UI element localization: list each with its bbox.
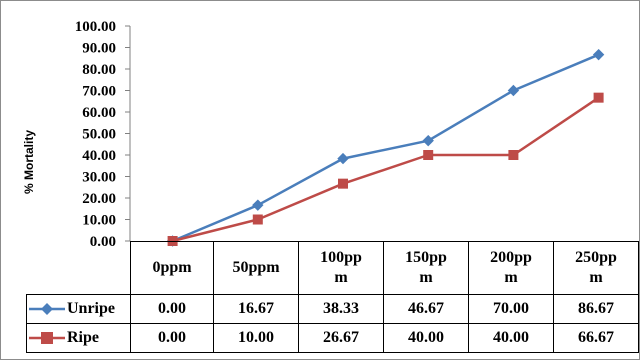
category-label: 250pp m: [553, 241, 639, 295]
data-value-cell: 86.67: [553, 294, 639, 324]
data-value-cell: 38.33: [298, 294, 384, 324]
data-value-cell: 66.67: [553, 323, 639, 353]
data-point-unripe: [592, 48, 605, 61]
data-point-unripe: [507, 84, 520, 97]
table-row-ripe: Ripe 0.00 10.00 26.67 40.00 40.00 66.67: [26, 323, 639, 353]
data-value-cell: 26.67: [298, 323, 384, 353]
y-tick-label: 10.00: [82, 213, 116, 229]
legend-entry-unripe: Unripe: [26, 294, 131, 324]
data-value-cell: 16.67: [213, 294, 299, 324]
category-label: 150pp m: [383, 241, 469, 295]
y-tick-label: 30.00: [82, 170, 116, 186]
legend-key-ripe: [29, 332, 65, 345]
table-header-row: 0ppm 50ppm 100pp m 150pp m 200pp m 250pp m: [26, 241, 639, 295]
data-point-ripe: [252, 214, 263, 225]
y-tick-label: 60.00: [82, 105, 116, 121]
y-tick-label: 20.00: [82, 191, 116, 207]
data-table: 0ppm 50ppm 100pp m 150pp m 200pp m 250pp m Unripe 0…: [26, 241, 639, 353]
series-line-unripe: [172, 53, 600, 243]
series-layer: [166, 48, 605, 247]
legend-label-unripe: Unripe: [67, 300, 115, 318]
data-value-cell: 10.00: [213, 323, 299, 353]
y-tick-label: 70.00: [82, 84, 116, 100]
data-point-ripe: [593, 92, 604, 103]
y-tick-label: 50.00: [82, 127, 116, 143]
data-point-ripe: [338, 178, 348, 189]
data-value-cell: 70.00: [468, 294, 554, 324]
y-axis-label: % Mortality: [22, 130, 36, 194]
y-tick-label: 80.00: [82, 62, 116, 78]
data-value-cell: 40.00: [468, 323, 554, 353]
category-label: 100pp m: [298, 241, 384, 295]
data-point-ripe: [508, 150, 519, 160]
legend-key-unripe: [29, 303, 65, 316]
table-corner-cell: [26, 241, 131, 295]
data-point-ripe: [423, 150, 434, 160]
data-value-cell: 46.67: [383, 294, 469, 324]
data-point-unripe: [337, 152, 349, 165]
y-tick-label: 100.00: [75, 19, 116, 35]
table-row-unripe: Unripe 0.00 16.67 38.33 46.67 70.00 86.67: [26, 294, 639, 324]
category-label: 50ppm: [213, 241, 299, 295]
category-label: 200pp m: [468, 241, 554, 295]
data-point-unripe: [252, 199, 264, 211]
data-value-cell: 40.00: [383, 323, 469, 353]
data-value-cell: 0.00: [130, 323, 214, 353]
y-tick-label: 90.00: [82, 41, 116, 57]
data-value-cell: 0.00: [130, 294, 214, 324]
legend-entry-ripe: Ripe: [26, 323, 131, 353]
series-line-ripe: [172, 96, 600, 243]
data-point-unripe: [422, 134, 434, 147]
category-label: 0ppm: [130, 241, 214, 295]
legend-label-ripe: Ripe: [67, 329, 99, 347]
y-axis: 0.0010.0020.0030.0040.0050.0060.0070.008…: [75, 19, 131, 250]
y-tick-label: 40.00: [82, 148, 116, 164]
